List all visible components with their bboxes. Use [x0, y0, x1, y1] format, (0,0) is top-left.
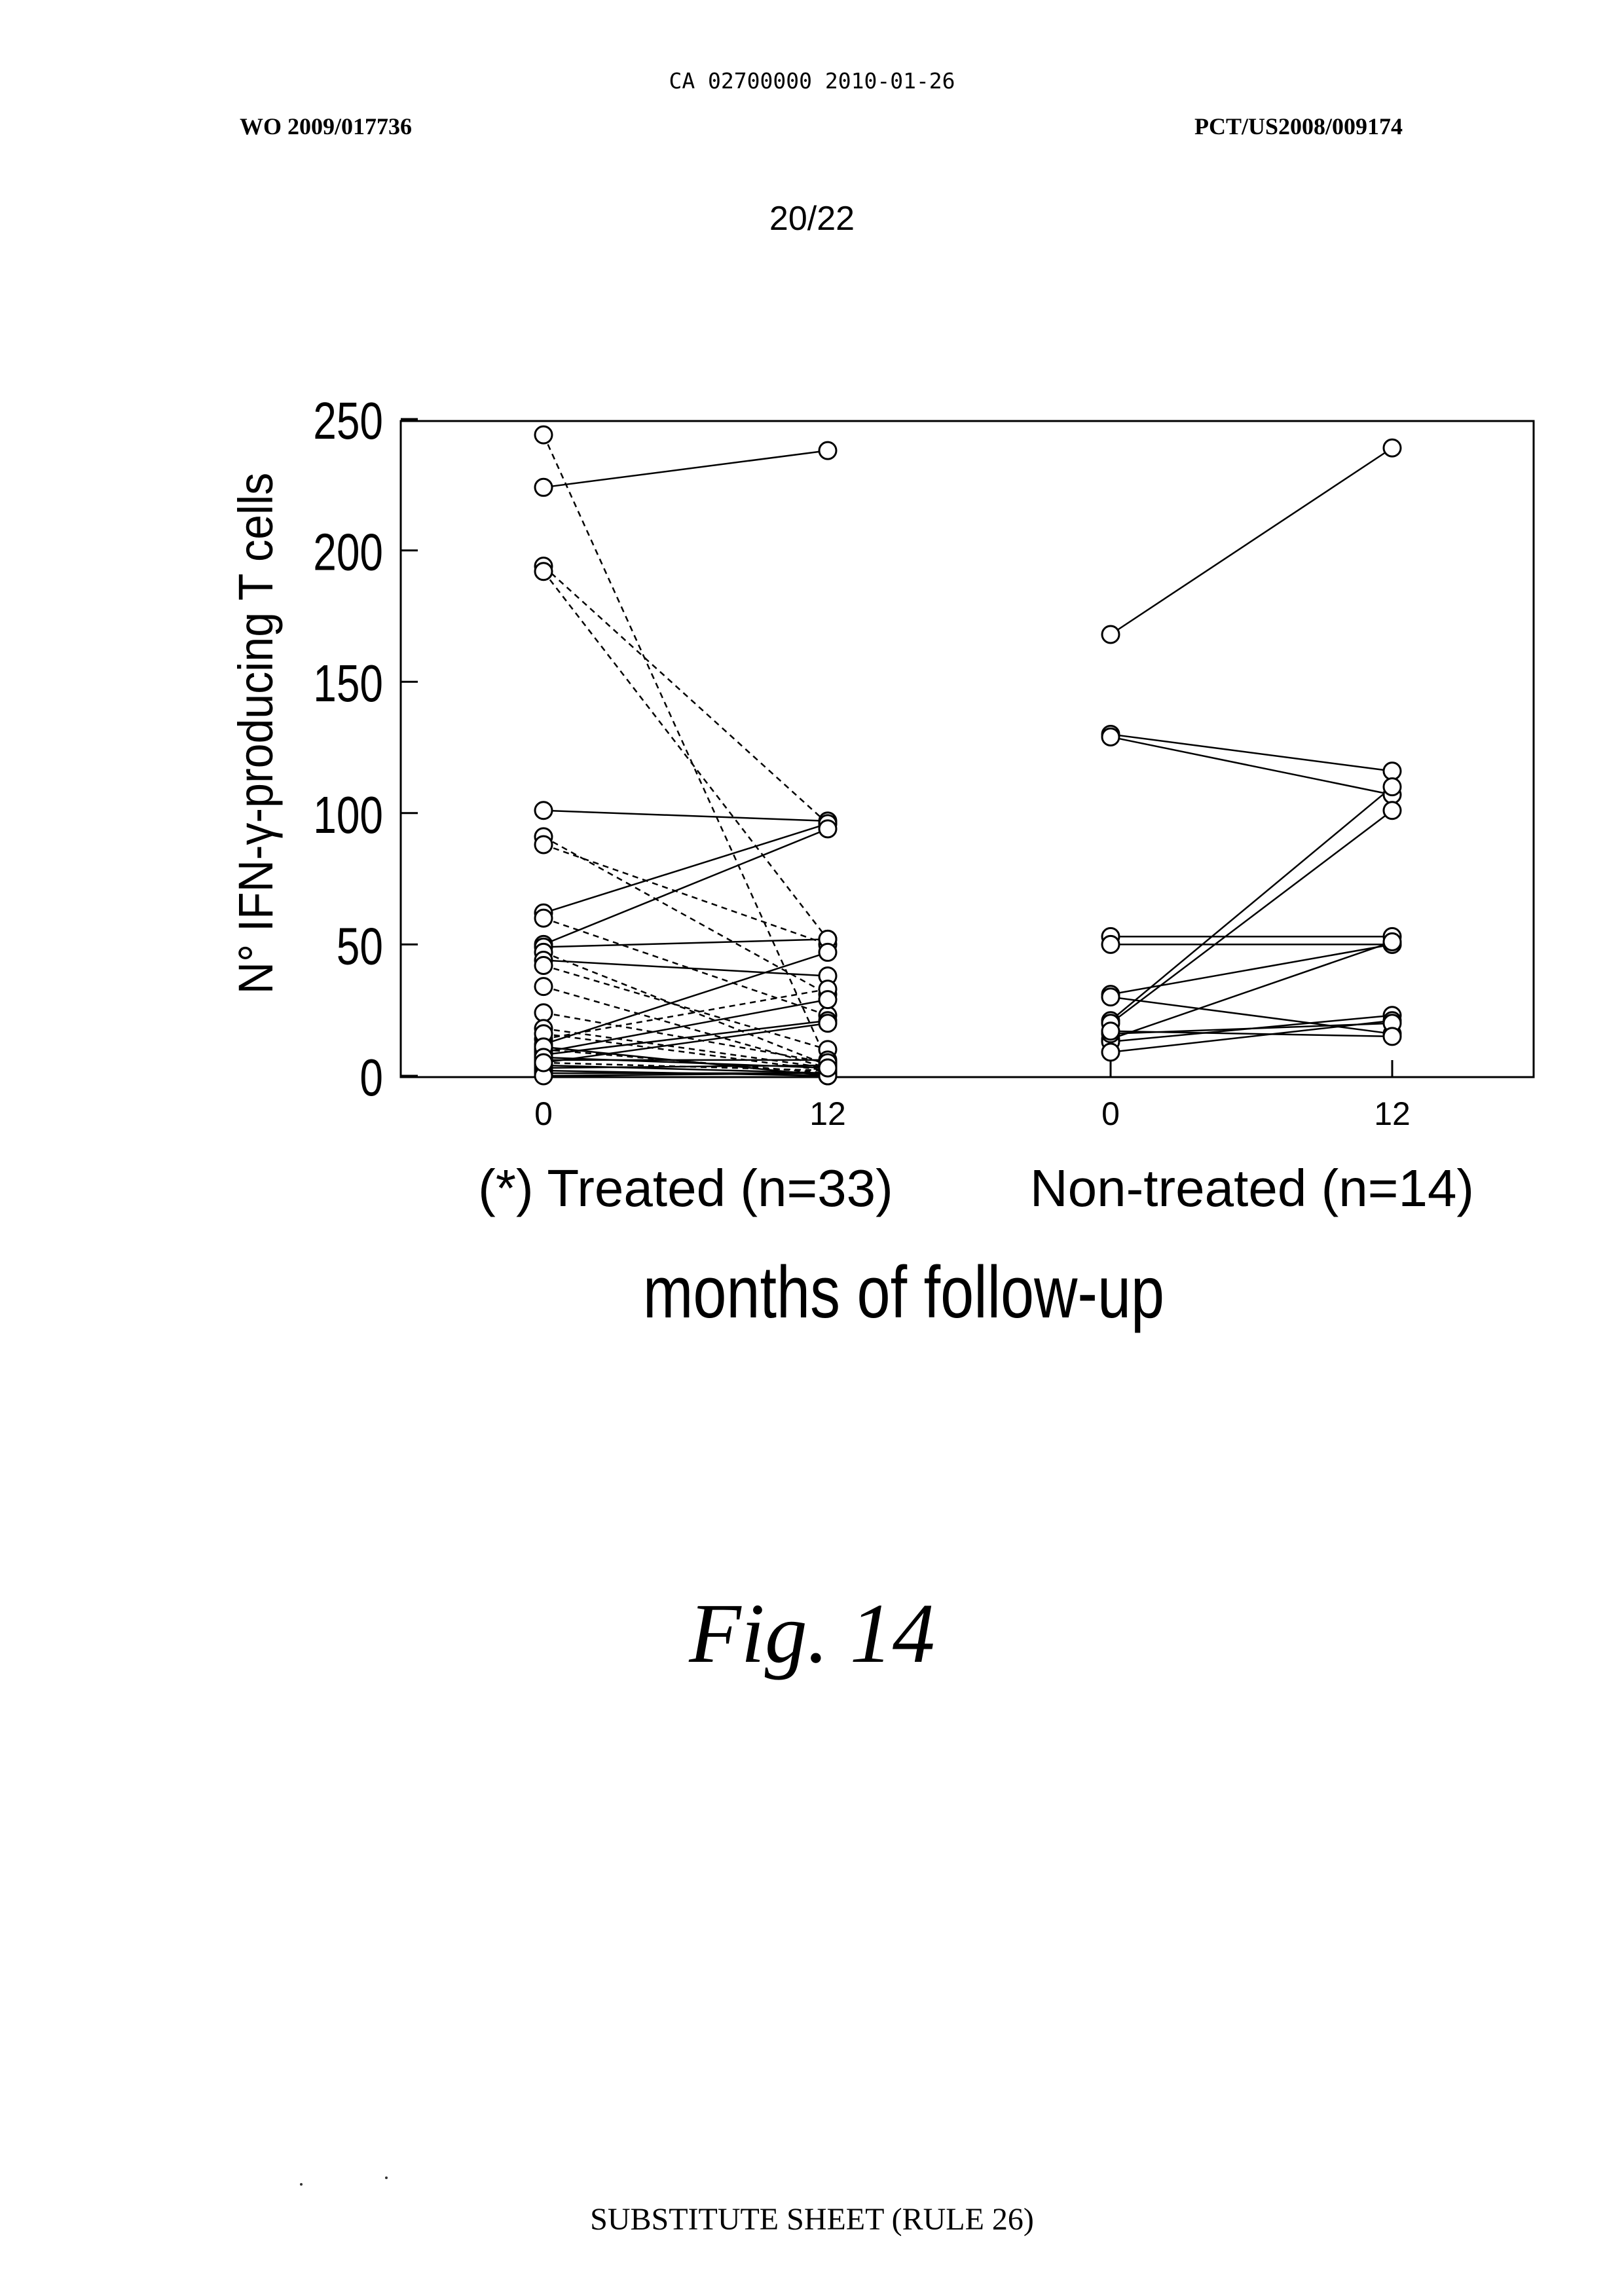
data-point	[1102, 989, 1119, 1006]
data-point	[1384, 779, 1401, 796]
y-tick-label: 150	[313, 654, 383, 712]
series-line	[544, 1034, 828, 1071]
data-point	[535, 802, 552, 819]
series-line	[544, 989, 828, 1039]
data-point	[535, 1054, 552, 1071]
footer-substitute-sheet: SUBSTITUTE SHEET (RULE 26)	[0, 2201, 1624, 2237]
series-line	[544, 811, 828, 821]
data-point	[1384, 933, 1401, 950]
data-point	[1384, 802, 1401, 819]
data-point	[1384, 1028, 1401, 1045]
figure-caption: Fig. 14	[0, 1585, 1624, 1683]
x-axis: 0 12 0 12	[534, 1060, 1411, 1132]
data-point	[819, 442, 836, 459]
data-point	[819, 820, 836, 837]
y-tick-label: 0	[360, 1048, 383, 1107]
scan-speck	[385, 2176, 388, 2179]
x-axis-label: months of follow-up	[643, 1251, 1164, 1333]
scan-speck	[300, 2183, 303, 2186]
y-tick-label: 100	[313, 786, 383, 844]
group-label-treated: (*) Treated (n=33)	[478, 1159, 893, 1217]
data-point	[1102, 936, 1119, 953]
data-point	[1102, 626, 1119, 643]
series-line	[544, 450, 828, 487]
series-line	[1111, 787, 1392, 1021]
axis-labels: (*) Treated (n=33) Non-treated (n=14) mont…	[229, 473, 1474, 1333]
series-line	[544, 572, 828, 940]
ifn-gamma-chart: 0 50 100 150 200 250 0 12 0 12 (*) Treated (n=33…	[0, 0, 1624, 1375]
data-point	[535, 836, 552, 853]
y-tick-label: 250	[313, 392, 383, 450]
data-point	[535, 1004, 552, 1021]
data-point	[819, 944, 836, 961]
series-line	[544, 829, 828, 945]
y-axis-label: N° IFN-γ-producing T cells	[229, 473, 283, 994]
series-line	[544, 960, 828, 976]
data-point	[1102, 1044, 1119, 1061]
data-point	[535, 909, 552, 927]
data-point	[535, 426, 552, 443]
y-tick-label: 200	[313, 523, 383, 581]
data-point	[535, 563, 552, 580]
x-tick-label: 0	[534, 1095, 553, 1132]
series-line	[544, 939, 828, 947]
series-line	[1111, 811, 1392, 1023]
series-line	[544, 952, 828, 1065]
series-line	[1111, 448, 1392, 634]
x-tick-label: 12	[1374, 1095, 1411, 1132]
series-line	[544, 824, 828, 913]
x-tick-label: 12	[809, 1095, 846, 1132]
series-line	[1111, 944, 1392, 994]
y-tick-label: 50	[337, 917, 383, 976]
series-lines	[544, 435, 1392, 1076]
y-axis: 0 50 100 150 200 250	[313, 392, 418, 1107]
data-point	[1102, 1023, 1119, 1040]
data-point	[1384, 763, 1401, 780]
group-label-non-treated: Non-treated (n=14)	[1030, 1159, 1474, 1217]
data-point	[535, 978, 552, 995]
data-point	[1384, 439, 1401, 456]
series-line	[544, 1023, 828, 1063]
data-point	[535, 479, 552, 496]
data-point	[819, 1059, 836, 1076]
series-line	[544, 845, 828, 944]
data-point	[535, 957, 552, 974]
data-point	[819, 991, 836, 1008]
x-tick-label: 0	[1101, 1095, 1120, 1132]
plot-frame	[401, 421, 1534, 1077]
data-point	[1102, 728, 1119, 745]
series-line	[544, 566, 828, 824]
data-point	[819, 1015, 836, 1032]
